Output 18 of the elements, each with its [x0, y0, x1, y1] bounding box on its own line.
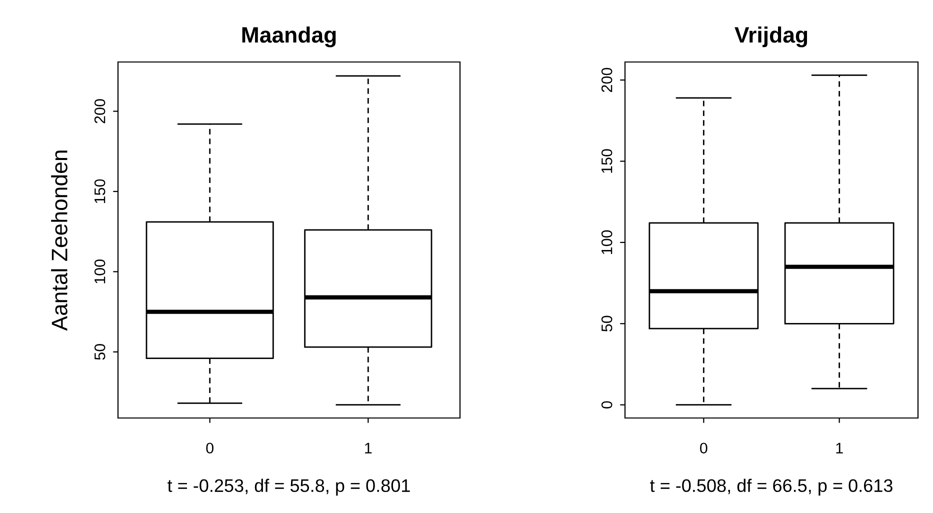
x-axis-title: t = -0.253, df = 55.8, p = 0.801	[168, 478, 410, 496]
x-tick-label: 1	[836, 442, 843, 454]
chart-title: Vrijdag	[734, 26, 808, 48]
x-tick-label: 0	[700, 442, 708, 454]
y-tick-label: 200	[94, 99, 106, 124]
x-tick-label: 1	[365, 442, 372, 454]
y-tick-label: 200	[601, 68, 612, 92]
y-tick-label: 100	[94, 260, 106, 284]
chart-title: Maandag	[242, 26, 336, 48]
y-tick-label: 50	[601, 316, 612, 332]
y-tick-label: 0	[601, 401, 612, 408]
y-tick-label: 50	[94, 344, 106, 360]
y-axis-title: Aantal Zeehonden	[51, 150, 68, 331]
y-tick-label: 150	[601, 149, 612, 173]
x-axis-title: t = -0.508, df = 66.5, p = 0.613	[650, 478, 892, 496]
x-tick-label: 0	[206, 442, 214, 454]
y-tick-label: 150	[94, 179, 106, 204]
y-tick-label: 100	[601, 230, 612, 254]
